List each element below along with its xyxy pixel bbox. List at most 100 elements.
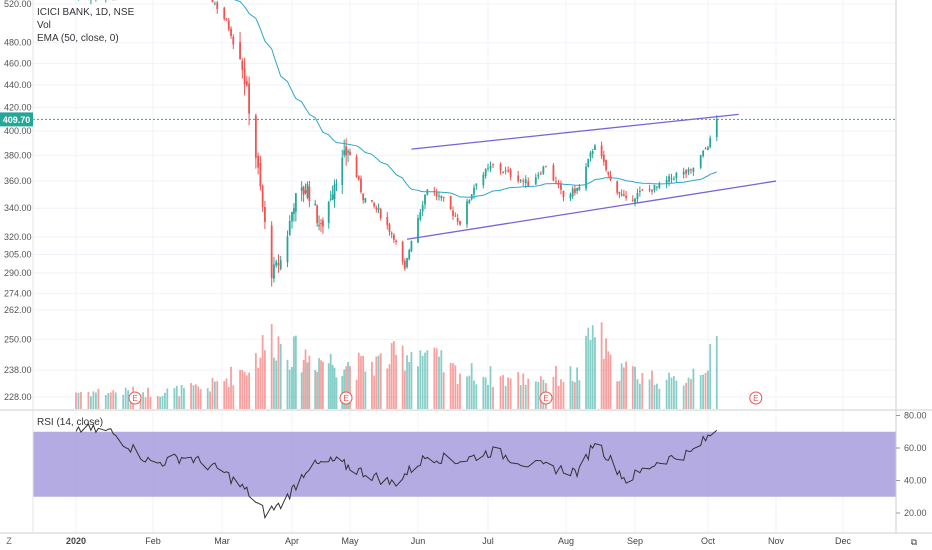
earnings-marker-icon[interactable] [128,391,142,405]
volume-bar [225,378,228,409]
rsi-axis[interactable]: 80.00 60.00 40.00 20.00 [896,411,927,519]
price-tick-label: 460.00 [4,58,32,68]
channel-lower-line[interactable] [406,180,777,240]
candle-body [618,191,621,194]
volume-legend[interactable]: Vol [37,20,51,31]
time-tick-label: 2020 [66,536,86,546]
volume-bar [166,388,169,409]
candle-body [507,170,510,172]
volume-bar [421,355,424,409]
candle-body [392,234,395,240]
volume-bar [294,335,297,409]
candle-body [578,186,581,191]
volume-bar [377,355,380,409]
volume-bar [175,385,178,409]
price-tick-label: 400.00 [4,126,32,136]
symbol-title[interactable]: ICICI BANK, 1D, NSE [37,7,135,18]
earnings-marker-icon[interactable] [539,391,553,405]
price-tick-label: 250.00 [4,334,32,344]
volume-bar [273,357,275,409]
tradingview-logo-icon[interactable]: ⧉ [910,537,918,547]
channel-upper-line[interactable] [411,113,739,150]
candle-body [484,169,487,177]
volume-bar [197,386,200,409]
volume-bar [216,381,219,409]
candle-body [687,169,690,173]
candle-body [373,203,376,207]
volume-bar [419,350,422,409]
candle-body [333,184,336,200]
candle-body [473,187,475,195]
volume-bar [473,380,475,409]
earnings-marker-icon[interactable] [749,391,763,405]
volume-bar [440,350,443,409]
last-price-tag-bg [0,112,33,127]
candle-body [502,171,504,173]
volume-bar [147,387,149,409]
volume-bar [190,383,192,409]
candle-body [259,162,262,187]
price-tick-label: 320.00 [4,232,32,242]
candle-body [225,18,228,21]
volume-bar [616,381,619,409]
candle-body [456,218,459,222]
candle-body [243,68,246,84]
candle-body [254,115,257,158]
volume-bar [658,388,661,409]
volume-bar [466,376,468,409]
timezone-button[interactable]: Z [6,536,12,546]
volume-bar [475,384,478,409]
candle-body [509,169,512,177]
volume-bar [704,372,707,409]
rsi-tick-label: 80.00 [904,411,927,421]
candle-body [607,171,610,175]
candle-body [286,236,289,263]
candle-body [631,199,634,201]
volume-bar [127,390,130,409]
volume-bar [539,376,542,409]
candle-body [421,205,424,212]
volume-bar [349,365,351,409]
volume-bar [245,375,248,409]
volume-bar [355,379,358,409]
candle-body [489,166,492,169]
volume-bar [634,366,636,409]
candle-body [452,210,454,216]
volume-bar [379,353,382,409]
volume-bar [537,382,540,409]
candle-body [587,158,590,167]
candle-body [408,250,411,260]
rsi-tick-label: 40.00 [904,476,927,486]
price-tick-label: 290.00 [4,268,32,278]
volume-bar [524,384,527,409]
volume-bar [386,368,389,409]
volume-bar [257,367,260,409]
volume-bar [288,369,291,409]
candle-body [343,150,346,155]
candle-body [345,146,348,156]
rsi-legend[interactable]: RSI (14, close) [37,417,104,428]
price-axis[interactable]: 228.00 238.00 250.00 262.00 274.00 290.00 305.… [4,0,32,402]
earnings-marker-icon[interactable] [339,391,353,405]
time-axis[interactable]: 2020 Feb Mar Apr May Jun Jul Aug Sep Oct Nov Dec [66,536,852,546]
ema-legend[interactable]: EMA (50, close, 0) [37,33,119,44]
volume-bar [94,392,97,409]
volume-bar [327,363,330,409]
candle-body [239,42,241,60]
volume-bar [651,370,653,409]
volume-bar [142,392,144,409]
candle-body [527,181,530,187]
volume-bar [209,391,212,409]
candle-body [273,264,275,279]
volume-bar [682,385,685,409]
candle-body [560,184,562,190]
candle-body [304,190,307,193]
rsi-tick-label: 20.00 [904,508,927,518]
volume-bar [104,394,107,409]
price-tick-label: 520.00 [4,0,32,9]
candle-body [656,186,658,188]
volume-bar [502,375,504,409]
volume-bar [406,355,408,409]
